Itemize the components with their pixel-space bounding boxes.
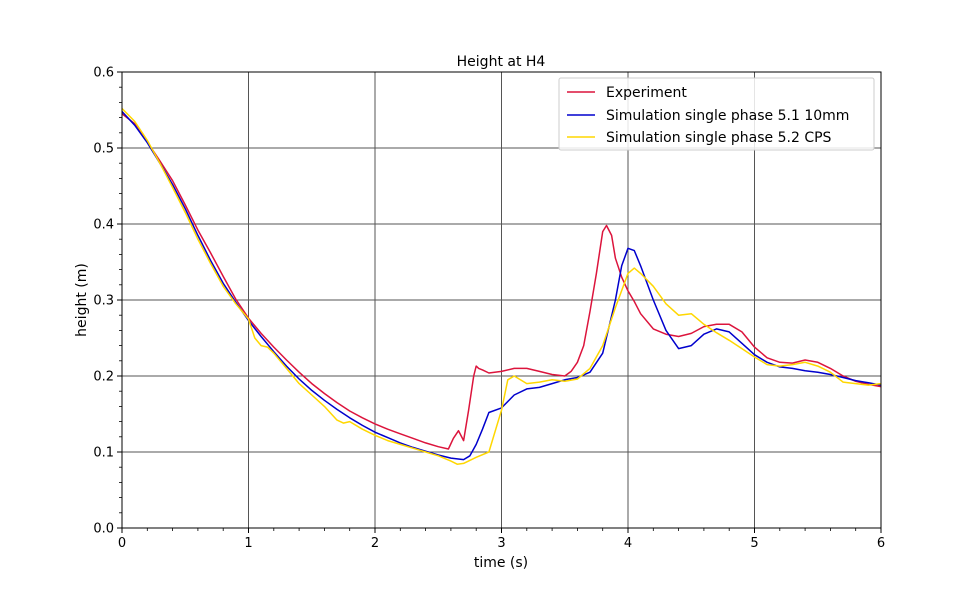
series-sim-cps xyxy=(121,107,882,465)
x-axis-title: time (s) xyxy=(474,555,528,571)
y-tick-label: 0.3 xyxy=(93,294,114,309)
y-tick-label: 0.0 xyxy=(93,522,114,537)
y-tick-label: 0.1 xyxy=(93,446,114,461)
legend: Experiment Simulation single phase 5.1 1… xyxy=(558,77,875,151)
x-tick-label: 0 xyxy=(118,536,126,551)
x-tick-label: 4 xyxy=(624,536,632,551)
x-tick-label: 2 xyxy=(371,536,379,551)
x-tick-label: 5 xyxy=(750,536,758,551)
legend-label-sim-cps: Simulation single phase 5.2 CPS xyxy=(606,130,832,146)
x-tick-label: 3 xyxy=(497,536,505,551)
ticks: 0 1 2 3 4 5 6 0.0 0.1 0.2 0.3 0.4 0.5 0.6 xyxy=(93,66,885,552)
y-tick-label: 0.2 xyxy=(93,370,114,385)
legend-box xyxy=(558,77,875,151)
series-experiment xyxy=(121,113,882,450)
x-tick-label: 6 xyxy=(877,536,885,551)
y-axis-title: height (m) xyxy=(74,263,90,337)
x-tick-label: 1 xyxy=(244,536,252,551)
y-tick-label: 0.4 xyxy=(93,218,114,233)
legend-label-sim-10mm: Simulation single phase 5.1 10mm xyxy=(606,108,849,124)
series-layer xyxy=(121,107,882,465)
y-tick-label: 0.6 xyxy=(93,66,114,81)
y-tick-label: 0.5 xyxy=(93,142,114,157)
chart-title: Height at H4 xyxy=(457,54,546,70)
legend-label-experiment: Experiment xyxy=(606,85,687,101)
